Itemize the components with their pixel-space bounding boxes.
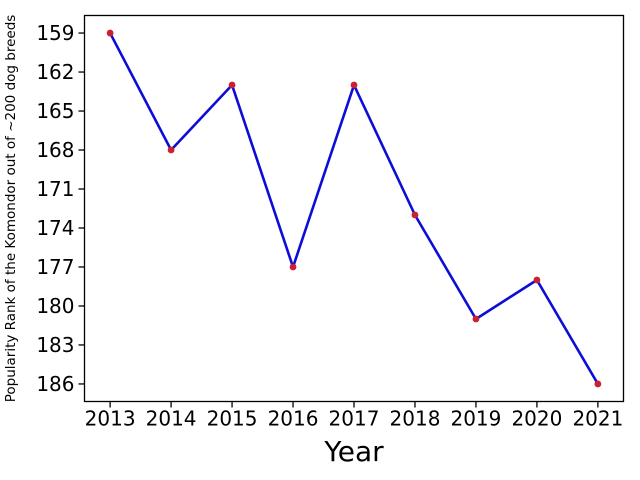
data-point: [228, 81, 236, 89]
x-tick-label: 2015: [207, 407, 258, 431]
x-tick-label: 2020: [511, 407, 562, 431]
x-tick-label: 2018: [390, 407, 441, 431]
x-tick-label: 2019: [450, 407, 501, 431]
x-tick-label: 2016: [268, 407, 319, 431]
data-point: [106, 29, 114, 37]
data-point: [167, 146, 175, 154]
x-tick-label: 2021: [572, 407, 623, 431]
data-point: [350, 81, 358, 89]
y-tick-label: 180: [36, 294, 74, 318]
plot-border: [83, 14, 625, 403]
y-tick-label: 165: [36, 99, 74, 123]
data-point: [533, 276, 541, 284]
data-point: [289, 263, 297, 271]
y-axis-label: Popularity Rank of the Komondor out of ~…: [3, 15, 19, 403]
y-tick-label: 183: [36, 333, 74, 357]
y-tick-label: 177: [36, 255, 74, 279]
y-tick-label: 168: [36, 138, 74, 162]
x-axis-label: Year: [323, 435, 384, 468]
y-tick-label: 171: [36, 177, 74, 201]
data-point: [411, 211, 419, 219]
data-point: [472, 315, 480, 323]
y-tick-label: 174: [36, 216, 74, 240]
series-layer: [106, 29, 602, 388]
y-tick-label: 186: [36, 372, 74, 396]
y-tick-label: 159: [36, 21, 74, 45]
y-tick-label: 162: [36, 60, 74, 84]
x-tick-label: 2017: [329, 407, 380, 431]
x-tick-label: 2013: [85, 407, 136, 431]
data-point: [594, 380, 602, 388]
axes-layer: 159 162 165 168 171 174 177 180 183 186 2013 2014 20…: [36, 14, 625, 431]
x-tick-label: 2014: [146, 407, 197, 431]
